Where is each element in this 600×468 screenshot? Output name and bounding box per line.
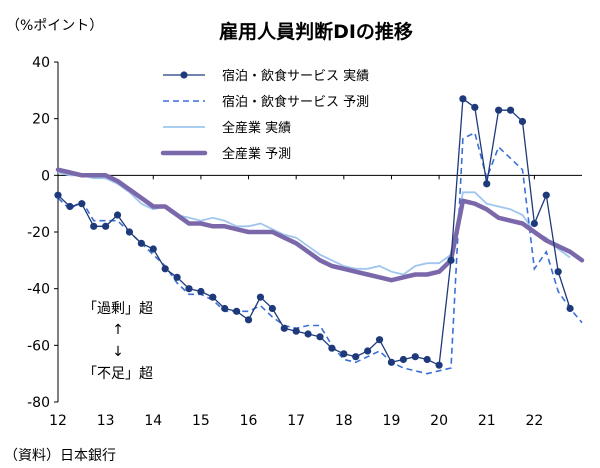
- annotation-shortage: 「不足」超: [83, 366, 153, 382]
- series-point: [54, 191, 62, 199]
- series-point: [316, 333, 324, 341]
- series-point: [435, 361, 443, 369]
- legend-label-1: 宿泊・飲食サービス 予測: [222, 94, 369, 110]
- series-point: [423, 355, 431, 364]
- series-point: [340, 350, 348, 358]
- series-point: [518, 117, 527, 126]
- x-tick-label: 18: [335, 413, 353, 429]
- legend-label-2: 全産業 実績: [222, 120, 291, 136]
- plot-axes: [57, 62, 582, 402]
- y-tick-label: 20: [32, 112, 50, 128]
- series-point: [399, 355, 407, 364]
- series-point: [411, 353, 419, 361]
- series-point: [90, 222, 98, 230]
- chart-title: 雇用人員判断DIの推移: [219, 20, 413, 43]
- series-point: [506, 106, 515, 114]
- series-point: [459, 95, 467, 103]
- x-tick-label: 19: [383, 413, 401, 429]
- annotation-excess-shortage: 「過剰」超 ↑ ↓ 「不足」超: [83, 301, 153, 382]
- legend-marker: [180, 71, 188, 79]
- y-tick-label: -60: [27, 338, 50, 354]
- series-point: [280, 324, 288, 332]
- x-tick-label: 15: [192, 413, 210, 429]
- x-tick-label: 20: [430, 413, 448, 429]
- y-tick-label: -80: [27, 395, 50, 411]
- series-point: [173, 273, 181, 281]
- series-point: [364, 347, 372, 355]
- x-tick-label: 17: [287, 413, 305, 429]
- series-point: [113, 211, 122, 219]
- series-point: [102, 222, 110, 230]
- annotation-arrow-down: ↓: [112, 344, 124, 360]
- annotation-arrow-up: ↑: [112, 322, 124, 338]
- source-note: （資料）日本銀行: [4, 448, 116, 464]
- x-axis-ticks: 12 13 14 15 16 17 18 19 20 21 22: [49, 175, 543, 429]
- y-axis-ticks: 40 20 0 -20 -40 -60 -80: [27, 55, 58, 411]
- y-tick-label: -40: [27, 282, 50, 298]
- series-point: [66, 202, 74, 211]
- legend-label-3: 全産業 予測: [222, 146, 291, 162]
- series-point: [304, 330, 312, 338]
- series-line-2: [57, 171, 571, 276]
- series-point: [209, 293, 217, 301]
- series-point: [387, 358, 396, 366]
- y-tick-label: 40: [32, 55, 50, 71]
- series-point: [483, 180, 491, 188]
- x-tick-label: 16: [240, 413, 258, 429]
- x-tick-label: 14: [144, 413, 162, 429]
- x-tick-label: 22: [525, 413, 543, 429]
- series-point: [197, 287, 205, 296]
- series-group: [54, 95, 585, 375]
- y-tick-label: -20: [27, 225, 50, 241]
- series-point: [471, 103, 479, 111]
- series-point: [495, 106, 503, 114]
- y-tick-label: 0: [41, 168, 50, 184]
- series-point: [268, 304, 276, 313]
- y-axis-unit-label: （%ポイント）: [6, 18, 103, 34]
- series-point: [542, 191, 550, 199]
- series-point: [447, 256, 455, 264]
- series-point: [161, 265, 169, 273]
- series-point: [78, 200, 86, 208]
- series-point: [530, 219, 538, 228]
- series-point: [352, 353, 360, 361]
- series-point: [256, 293, 265, 301]
- series-point: [149, 245, 157, 253]
- series-point: [292, 327, 300, 335]
- x-tick-label: 12: [49, 413, 67, 429]
- x-tick-label: 21: [478, 413, 496, 429]
- series-point: [328, 344, 336, 352]
- legend-label-0: 宿泊・飲食サービス 実績: [222, 68, 369, 84]
- series-line-3: [55, 167, 585, 283]
- series-point: [221, 304, 229, 313]
- series-point: [137, 239, 145, 247]
- series-point: [125, 228, 134, 236]
- series-point: [375, 336, 384, 344]
- series-point: [244, 316, 253, 324]
- x-tick-label: 13: [97, 413, 115, 429]
- series-point: [554, 268, 562, 276]
- series-point: [233, 307, 241, 315]
- annotation-excess: 「過剰」超: [83, 301, 153, 317]
- series-point: [185, 285, 193, 293]
- series-point: [566, 304, 574, 313]
